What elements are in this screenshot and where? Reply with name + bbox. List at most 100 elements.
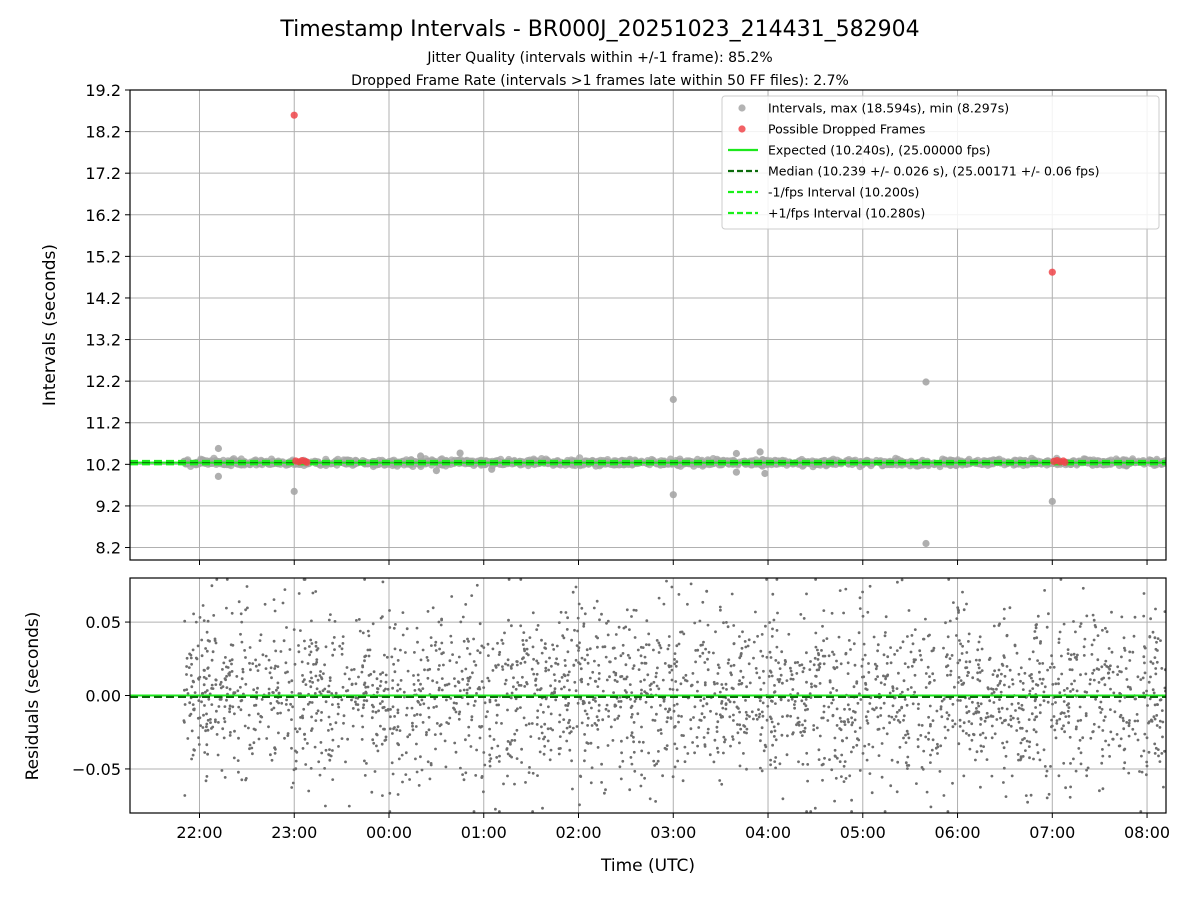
residual-point	[564, 664, 567, 667]
residual-point	[959, 679, 963, 682]
intervals-plot-frame	[129, 89, 1167, 561]
residual-point	[361, 631, 365, 635]
residual-point	[640, 661, 644, 665]
residual-point	[287, 708, 290, 712]
residual-point	[977, 666, 981, 670]
residual-point	[980, 749, 983, 753]
residual-point	[802, 666, 806, 670]
residuals-reference-lines	[130, 694, 1166, 698]
residual-point	[877, 754, 881, 757]
residual-point	[291, 781, 295, 785]
residual-point	[467, 679, 470, 683]
residual-point	[922, 749, 926, 753]
residual-point	[675, 688, 679, 692]
residual-point	[1003, 656, 1006, 659]
residual-point	[472, 637, 475, 641]
residual-point	[303, 678, 306, 681]
residual-point	[781, 715, 784, 718]
residual-point	[388, 626, 392, 629]
residual-point	[264, 654, 268, 658]
residual-point	[853, 718, 857, 722]
residual-point	[715, 730, 719, 733]
residual-point	[564, 704, 568, 707]
residual-point	[1029, 793, 1033, 797]
residual-point	[772, 735, 776, 738]
residual-point	[328, 758, 332, 762]
residual-point	[1155, 640, 1158, 644]
residual-point	[646, 673, 650, 677]
residual-point	[543, 642, 547, 646]
residual-point	[197, 736, 201, 740]
residual-point	[940, 699, 944, 703]
residual-point	[919, 734, 923, 737]
residual-point	[596, 645, 599, 649]
residual-point	[745, 767, 748, 771]
residual-point	[1016, 717, 1020, 721]
residual-point	[928, 675, 931, 678]
residual-point	[766, 704, 770, 708]
residual-point	[577, 649, 580, 652]
intervals-y-ticks: 8.29.210.211.212.213.214.215.216.217.218…	[85, 81, 130, 558]
residual-point	[739, 652, 743, 655]
residual-point	[958, 725, 962, 728]
residual-points	[182, 578, 1166, 813]
residual-point	[244, 682, 248, 686]
residual-point	[425, 656, 429, 659]
residual-point	[205, 743, 209, 747]
residual-point	[879, 714, 883, 717]
residual-point	[267, 725, 270, 729]
residual-point	[580, 656, 584, 660]
residual-point	[612, 646, 616, 650]
residual-point	[510, 624, 513, 628]
residual-point	[905, 703, 909, 707]
residual-point	[351, 707, 355, 710]
residual-point	[716, 720, 720, 724]
residual-point	[768, 650, 772, 654]
residual-point	[509, 665, 513, 668]
residual-point	[525, 647, 529, 651]
residual-point	[671, 688, 675, 691]
residual-point	[652, 648, 655, 652]
residual-point	[426, 659, 430, 662]
residual-point	[714, 630, 717, 634]
residual-point	[1156, 637, 1160, 640]
residual-point	[789, 666, 792, 670]
residual-point	[810, 682, 813, 686]
residual-point	[190, 662, 194, 666]
residual-point	[861, 590, 864, 594]
residual-point	[1064, 715, 1068, 718]
residual-point	[984, 716, 988, 720]
residual-point	[358, 629, 362, 633]
residual-point	[343, 672, 347, 676]
residual-point	[523, 685, 527, 688]
residual-point	[1096, 634, 1100, 637]
residual-point	[433, 733, 437, 736]
residual-point	[791, 688, 795, 691]
residual-point	[528, 636, 532, 639]
residual-point	[483, 701, 487, 705]
residual-point	[196, 644, 200, 648]
residual-point	[828, 680, 832, 684]
residual-point	[303, 737, 307, 741]
residual-point	[578, 662, 582, 666]
residual-point	[722, 735, 726, 739]
residual-point	[615, 680, 619, 683]
intervals-y-axis-label: Intervals (seconds)	[40, 244, 60, 406]
residual-point	[473, 699, 477, 703]
residual-point	[379, 724, 382, 728]
residual-point	[506, 740, 510, 743]
residual-point	[698, 654, 702, 658]
residual-point	[955, 617, 959, 620]
residual-point	[1089, 678, 1092, 681]
residual-point	[1143, 671, 1147, 675]
residual-point	[252, 688, 256, 692]
residual-point	[342, 714, 346, 718]
residual-point	[554, 698, 558, 702]
residual-point	[619, 777, 623, 781]
residual-point	[632, 664, 636, 668]
residual-point	[970, 738, 974, 742]
residual-point	[404, 773, 408, 776]
residual-point	[922, 637, 926, 641]
residual-point	[340, 652, 344, 656]
residual-point	[567, 721, 570, 725]
